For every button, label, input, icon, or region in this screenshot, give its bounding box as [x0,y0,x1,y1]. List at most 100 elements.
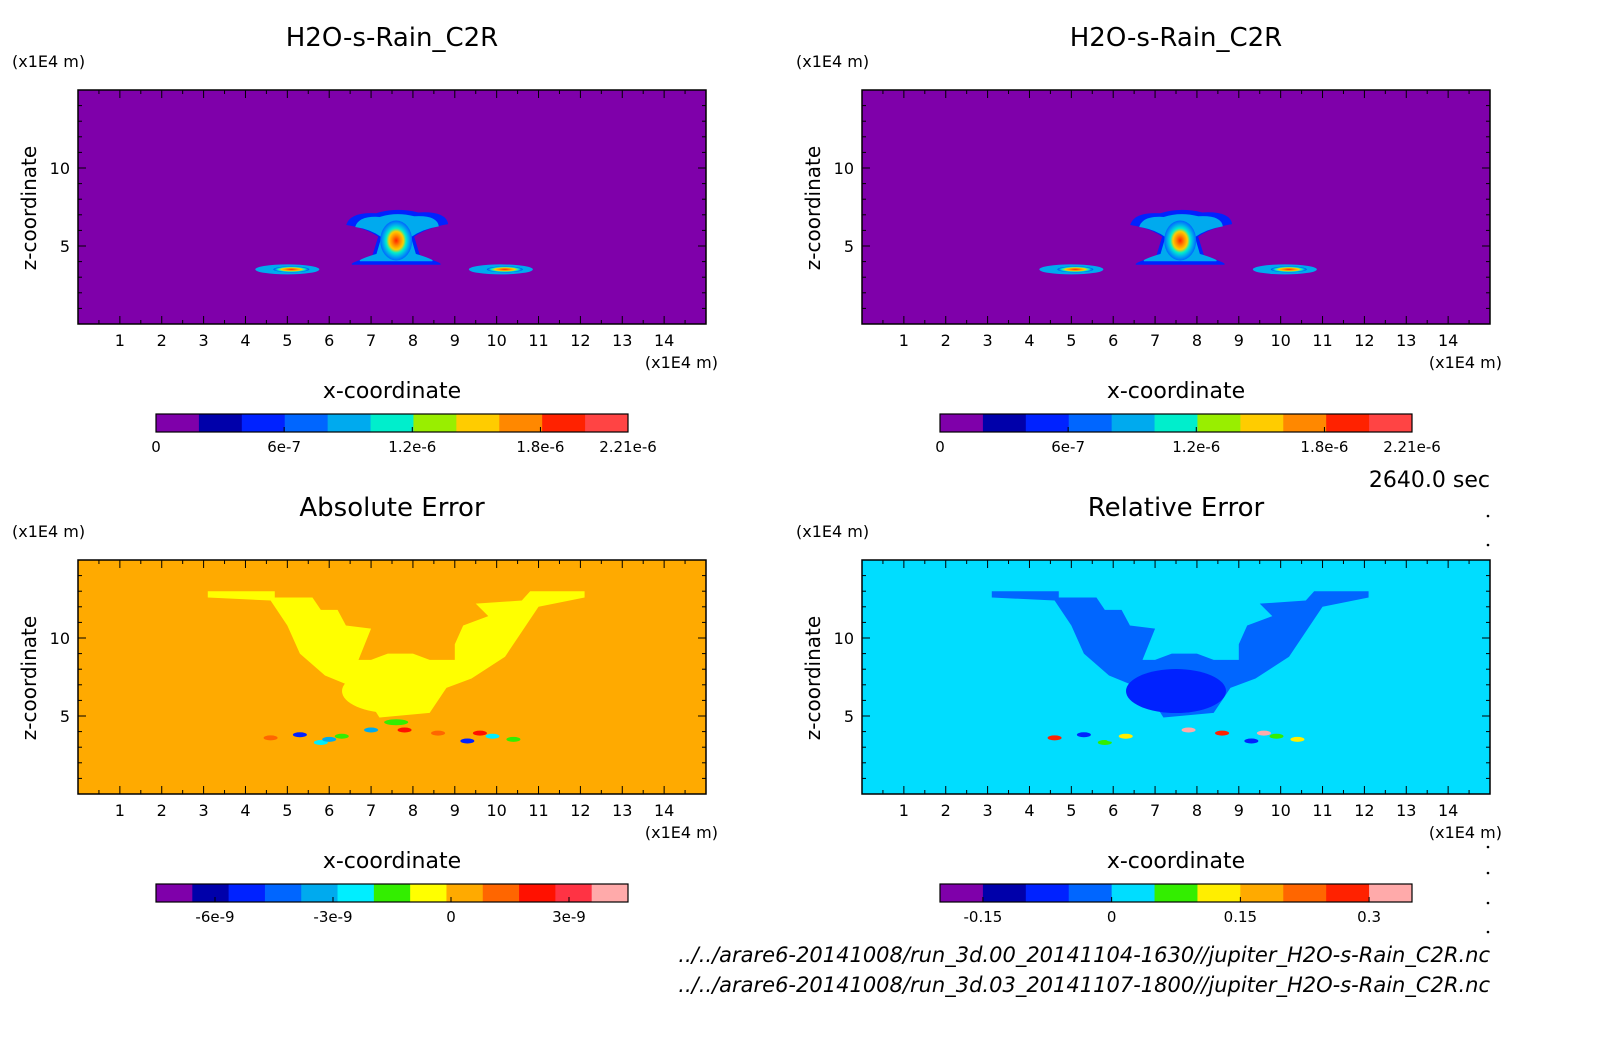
x-tick-label: 11 [528,801,548,820]
panel-title: H2O-s-Rain_C2R [1070,23,1282,53]
colorbar-tick-label: 6e-7 [267,438,301,456]
rain-band-left-core [273,266,310,273]
y-unit-label: (x1E4 m) [796,52,869,71]
colorbar-segment [373,884,411,902]
x-tick-label: 5 [282,331,292,350]
colorbar-segment [413,414,457,432]
colorbar-segment [241,414,286,432]
y-tick-label: 10 [834,629,854,648]
x-tick-label: 5 [1066,801,1076,820]
error-region [991,591,1369,718]
colorbar-tick-label: 3e-9 [552,908,586,926]
error-spot [460,738,475,744]
x-axis-label: x-coordinate [1107,849,1245,874]
colorbar-tick-label: 1.8e-6 [516,438,564,456]
x-tick-label: 3 [983,331,993,350]
colorbar-segment [1283,884,1327,902]
colorbar-segment [327,414,372,432]
colorbar-segment [1369,414,1413,432]
x-tick-label: 7 [1150,331,1160,350]
x-tick-label: 2 [941,331,951,350]
colorbar-segment [1197,884,1241,902]
x-tick-label: 10 [486,801,506,820]
x-tick-label: 14 [654,331,674,350]
x-tick-label: 7 [366,331,376,350]
colorbar: 0 6e-7 1.2e-6 1.8e-6 2.21e-6 [151,413,657,456]
colorbar-segment [284,414,329,432]
colorbar-segment [982,414,1027,432]
error-spot [1097,740,1112,746]
colorbar-tick-label: 0.15 [1224,908,1257,926]
panel-top-right: H2O-s-Rain_C2R (x1E4 m) 1 2 3 4 5 6 7 8 9 10 11 12 1… [796,23,1502,456]
colorbar-tick-label: -3e-9 [313,908,352,926]
colorbar-segment [192,884,230,902]
x-tick-label: 13 [612,801,632,820]
colorbar-segment [940,884,984,902]
colorbar: -0.15 0 0.15 0.3 [939,883,1413,926]
cloud-core-center [1164,220,1197,261]
colorbar-segment [1240,414,1284,432]
rain-band-right-core [1270,266,1307,273]
colorbar-segment [591,884,629,902]
x-tick-label: 14 [1438,801,1458,820]
x-tick-label: 12 [1354,331,1374,350]
y-axis-label: z-coordinate [801,146,825,270]
error-spot [1076,732,1091,738]
colorbar-segment [1025,884,1070,902]
field-background [862,90,1490,324]
x-tick-label: 11 [1312,331,1332,350]
colorbar-segment [410,884,447,902]
error-spot [1047,735,1062,741]
x-tick-label: 11 [528,331,548,350]
panel-bottom-right: Relative Error (x1E4 m) 1 2 3 4 5 6 7 8 9 10 11 12 1… [796,493,1502,926]
x-tick-label: 1 [115,801,125,820]
colorbar-segment [1154,884,1198,902]
y-tick-label: 5 [60,707,70,726]
colorbar-segment [482,884,520,902]
x-tick-label: 6 [324,801,334,820]
y-unit-label: (x1E4 m) [12,522,85,541]
x-tick-label: 3 [199,801,209,820]
colorbar-tick-label: 1.2e-6 [1172,438,1220,456]
colorbar-segment [456,414,500,432]
error-spot [364,727,379,733]
colorbar-segment [337,884,375,902]
x-tick-label: 8 [408,331,418,350]
colorbar-frame [155,883,629,903]
error-spot [397,727,412,733]
colorbar-segment [264,884,302,902]
x-tick-label: 6 [1108,331,1118,350]
colorbar-tick-label: 2.21e-6 [1383,438,1441,456]
x-tick-label: 5 [282,801,292,820]
x-tick-label: 13 [1396,801,1416,820]
cloud-core-center [380,220,413,261]
file-path-1: ../../arare6-20141008/run_3d.00_20141104… [678,943,1490,968]
y-axis-label: z-coordinate [801,616,825,740]
colorbar-tick-label: 0.3 [1357,908,1381,926]
error-spot [1215,730,1230,736]
x-tick-label: 13 [612,331,632,350]
x-tick-label: 14 [654,801,674,820]
x-tick-label: 3 [199,331,209,350]
x-tick-label: 8 [1192,331,1202,350]
colorbar: -6e-9 -3e-9 0 3e-9 [155,883,629,926]
colorbar-segment [1068,884,1113,902]
error-core [342,669,442,714]
y-tick-label: 10 [834,159,854,178]
x-axis-label: x-coordinate [1107,379,1245,404]
y-axis-label: z-coordinate [17,616,41,740]
x-axis-label: x-coordinate [323,379,461,404]
colorbar-frame [939,883,1413,903]
x-unit-label: (x1E4 m) [645,823,718,842]
x-axis-label: x-coordinate [323,849,461,874]
y-unit-label: (x1E4 m) [796,522,869,541]
colorbar-tick-label: 0 [1107,908,1117,926]
x-tick-label: 5 [1066,331,1076,350]
y-tick-label: 5 [844,707,854,726]
colorbar-segment [1326,414,1370,432]
colorbar-segment [228,884,266,902]
time-label: 2640.0 sec [1369,468,1490,493]
error-spot [1269,733,1284,739]
